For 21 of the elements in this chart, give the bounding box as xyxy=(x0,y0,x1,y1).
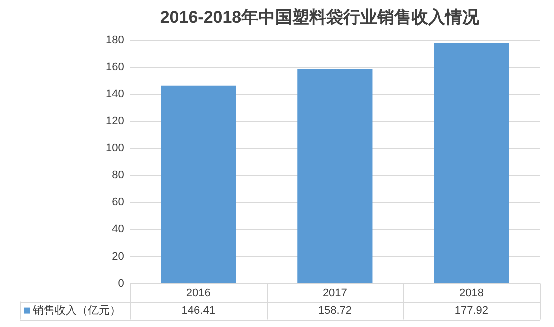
legend-label: 销售收入（亿元） xyxy=(32,304,121,317)
y-tick-label: 20 xyxy=(112,250,124,263)
y-tick-label: 180 xyxy=(106,34,124,46)
x-tick-label: 2018 xyxy=(459,287,484,300)
bar xyxy=(161,86,236,284)
x-tick-label: 2016 xyxy=(186,287,211,300)
y-tick-label: 40 xyxy=(112,224,124,236)
y-tick-label: 160 xyxy=(106,61,124,74)
bar xyxy=(298,69,373,284)
chart-title: 2016-2018年中国塑料袋行业销售收入情况 xyxy=(160,6,481,27)
y-tick-label: 60 xyxy=(112,196,124,209)
y-tick-label: 0 xyxy=(118,278,124,290)
x-tick-label: 2017 xyxy=(322,287,348,300)
y-tick-label: 100 xyxy=(106,142,124,155)
data-label: 177.92 xyxy=(454,304,489,317)
y-tick-label: 120 xyxy=(106,116,124,128)
data-label: 158.72 xyxy=(318,304,352,317)
data-label: 146.41 xyxy=(182,304,216,317)
y-tick-label: 140 xyxy=(106,88,124,101)
y-tick-label: 80 xyxy=(112,170,124,182)
bar xyxy=(434,43,510,284)
